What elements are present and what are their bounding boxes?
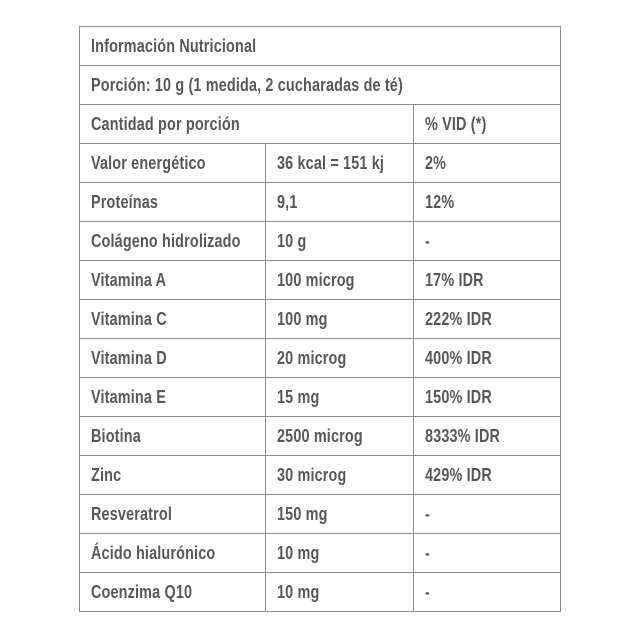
nutrient-dv: 12%	[425, 191, 455, 212]
table-row: Coenzima Q10 10 mg -	[79, 572, 561, 612]
table-row: Colágeno hidrolizado 10 g -	[79, 221, 561, 261]
nutrient-amount: 15 mg	[277, 386, 320, 407]
table-row: Ácido hialurónico 10 mg -	[79, 533, 561, 573]
table-row: Vitamina D 20 microg 400% IDR	[79, 338, 561, 378]
row-amount-cell: 10 mg	[265, 572, 414, 612]
nutrient-dv: -	[425, 581, 430, 602]
nutrient-amount: 150 mg	[277, 503, 328, 524]
row-label-cell: Vitamina C	[79, 299, 266, 339]
nutrient-label: Valor energético	[91, 152, 206, 173]
nutrient-dv: 8333% IDR	[425, 425, 501, 446]
row-dv-cell: 400% IDR	[413, 338, 561, 378]
nutrient-dv: 2%	[425, 152, 447, 173]
nutrient-label: Colágeno hidrolizado	[91, 230, 241, 251]
row-label-cell: Valor energético	[79, 143, 266, 183]
nutrient-label: Resveratrol	[91, 503, 173, 524]
table-row: Vitamina C 100 mg 222% IDR	[79, 299, 561, 339]
row-label-cell: Resveratrol	[79, 494, 266, 534]
nutrient-label: Vitamina C	[91, 308, 167, 329]
nutrient-amount: 30 microg	[277, 464, 347, 485]
row-label-cell: Vitamina A	[79, 260, 266, 300]
serving-row: Porción: 10 g (1 medida, 2 cucharadas de…	[79, 65, 561, 105]
row-amount-cell: 10 g	[265, 221, 414, 261]
row-amount-cell: 10 mg	[265, 533, 414, 573]
nutrient-label: Vitamina D	[91, 347, 167, 368]
nutrient-amount: 10 mg	[277, 581, 320, 602]
title-row: Información Nutricional	[79, 26, 561, 66]
row-label-cell: Proteínas	[79, 182, 266, 222]
nutrient-dv: 400% IDR	[425, 347, 492, 368]
serving-cell: Porción: 10 g (1 medida, 2 cucharadas de…	[79, 65, 561, 105]
row-label-cell: Colágeno hidrolizado	[79, 221, 266, 261]
dv-header: % VID (*)	[425, 113, 487, 134]
table-row: Proteínas 9,1 12%	[79, 182, 561, 222]
row-label-cell: Zinc	[79, 455, 266, 495]
row-amount-cell: 150 mg	[265, 494, 414, 534]
nutrient-dv: -	[425, 230, 430, 251]
row-dv-cell: 150% IDR	[413, 377, 561, 417]
nutrient-amount: 36 kcal = 151 kj	[277, 152, 385, 173]
row-label-cell: Biotina	[79, 416, 266, 456]
table-row: Vitamina E 15 mg 150% IDR	[79, 377, 561, 417]
nutrient-amount: 10 mg	[277, 542, 320, 563]
row-dv-cell: 12%	[413, 182, 561, 222]
dv-header-cell: % VID (*)	[413, 104, 561, 144]
nutrient-label: Proteínas	[91, 191, 159, 212]
table-title-cell: Información Nutricional	[79, 26, 561, 66]
nutrient-dv: -	[425, 503, 430, 524]
row-amount-cell: 15 mg	[265, 377, 414, 417]
nutrient-label: Vitamina E	[91, 386, 166, 407]
table-title: Información Nutricional	[91, 35, 257, 56]
serving-info: Porción: 10 g (1 medida, 2 cucharadas de…	[91, 74, 403, 95]
nutrient-label: Ácido hialurónico	[91, 542, 216, 563]
nutrient-amount: 100 microg	[277, 269, 355, 290]
row-amount-cell: 36 kcal = 151 kj	[265, 143, 414, 183]
row-amount-cell: 100 microg	[265, 260, 414, 300]
column-header-row: Cantidad por porción % VID (*)	[79, 104, 561, 144]
table-row: Resveratrol 150 mg -	[79, 494, 561, 534]
nutrient-amount: 9,1	[277, 191, 298, 212]
row-dv-cell: 2%	[413, 143, 561, 183]
nutrient-dv: 429% IDR	[425, 464, 492, 485]
row-dv-cell: 8333% IDR	[413, 416, 561, 456]
row-label-cell: Vitamina D	[79, 338, 266, 378]
table-row: Biotina 2500 microg 8333% IDR	[79, 416, 561, 456]
table-row: Zinc 30 microg 429% IDR	[79, 455, 561, 495]
amount-header: Cantidad por porción	[91, 113, 240, 134]
nutrient-label: Zinc	[91, 464, 122, 485]
row-dv-cell: 17% IDR	[413, 260, 561, 300]
nutrient-label: Coenzima Q10	[91, 581, 193, 602]
row-dv-cell: -	[413, 494, 561, 534]
row-dv-cell: -	[413, 221, 561, 261]
row-amount-cell: 2500 microg	[265, 416, 414, 456]
nutrient-dv: 17% IDR	[425, 269, 484, 290]
nutrient-dv: 222% IDR	[425, 308, 492, 329]
row-label-cell: Ácido hialurónico	[79, 533, 266, 573]
row-label-cell: Vitamina E	[79, 377, 266, 417]
row-amount-cell: 20 microg	[265, 338, 414, 378]
row-dv-cell: -	[413, 572, 561, 612]
nutrient-label: Biotina	[91, 425, 141, 446]
nutrient-dv: 150% IDR	[425, 386, 492, 407]
row-amount-cell: 30 microg	[265, 455, 414, 495]
row-dv-cell: 222% IDR	[413, 299, 561, 339]
row-dv-cell: 429% IDR	[413, 455, 561, 495]
nutrient-amount: 100 mg	[277, 308, 328, 329]
row-amount-cell: 100 mg	[265, 299, 414, 339]
nutrient-amount: 10 g	[277, 230, 307, 251]
nutrient-label: Vitamina A	[91, 269, 167, 290]
nutrient-dv: -	[425, 542, 430, 563]
row-label-cell: Coenzima Q10	[79, 572, 266, 612]
table-row: Vitamina A 100 microg 17% IDR	[79, 260, 561, 300]
row-amount-cell: 9,1	[265, 182, 414, 222]
nutrient-amount: 2500 microg	[277, 425, 363, 446]
table-row: Valor energético 36 kcal = 151 kj 2%	[79, 143, 561, 183]
nutrient-amount: 20 microg	[277, 347, 347, 368]
nutrition-table: Información Nutricional Porción: 10 g (1…	[79, 26, 561, 612]
amount-header-cell: Cantidad por porción	[79, 104, 414, 144]
row-dv-cell: -	[413, 533, 561, 573]
